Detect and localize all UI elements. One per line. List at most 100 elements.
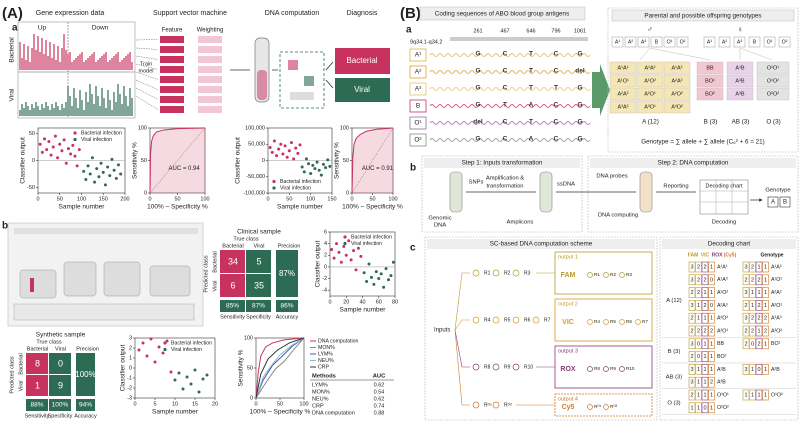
gate (472, 316, 480, 324)
code-digit: 1 (757, 392, 760, 398)
roc-curve (255, 337, 305, 399)
y-tick-label: 50 (343, 158, 349, 164)
gate (635, 319, 641, 325)
genotype-cell (609, 100, 637, 114)
matrix-column: Viral (254, 243, 265, 249)
data-point (103, 183, 107, 187)
data-point (38, 142, 42, 146)
legend-entry: Viral infection (351, 241, 382, 247)
arrow (230, 61, 334, 89)
code-digit: 0 (757, 367, 760, 373)
code-cell (695, 261, 702, 273)
matrix-row: Bacterial (212, 251, 218, 272)
matrix-cell (49, 375, 71, 396)
group-label: O (3) (667, 400, 680, 406)
gate-label: R4 (484, 317, 491, 323)
parent-allele-label: B (753, 39, 757, 45)
genotype: A²O¹ (644, 91, 656, 97)
code-cell (708, 312, 715, 324)
metric-value: 85% (226, 303, 239, 310)
base: G (475, 136, 480, 143)
legend-entry: Viral infection (171, 347, 202, 353)
data-point (45, 148, 49, 152)
x-tick-label: 60 (376, 299, 382, 305)
base: G (475, 68, 480, 75)
code-cell (695, 338, 702, 350)
code-digit: 1 (703, 290, 706, 296)
step-text: ssDNA (557, 182, 575, 188)
metric-cell (49, 399, 71, 411)
data-point (369, 275, 373, 279)
code-digit: 2 (757, 303, 760, 309)
group-label: AB (3) (732, 119, 750, 126)
sequence-strand (429, 70, 591, 74)
sequence-strand (429, 104, 591, 108)
data-point (294, 146, 298, 150)
data-point (300, 165, 304, 169)
table-cell: 0.74 (374, 403, 385, 409)
code-digit: 2 (757, 341, 760, 347)
x-tick-label: 10 (172, 401, 178, 407)
gate (492, 316, 500, 324)
code-cell (755, 274, 763, 286)
legend-entry: Viral infection (280, 185, 311, 191)
decoding-header: Genotype (760, 252, 783, 258)
data-point (292, 157, 296, 161)
genotype-cell (756, 61, 790, 75)
code-cell (708, 402, 715, 414)
decoded-genotype: O¹O² (771, 392, 783, 398)
data-point (272, 139, 276, 143)
metric-cell (220, 300, 245, 312)
data-point (315, 160, 319, 164)
data-point (49, 153, 53, 157)
data-point (75, 164, 79, 168)
code-cell (701, 300, 709, 311)
x-tick-label: 100 (388, 196, 397, 202)
group-label: O (3) (766, 119, 780, 126)
code-digit: 1 (751, 303, 754, 309)
data-point (116, 163, 120, 167)
code-cell (695, 312, 702, 324)
parent-allele (676, 36, 689, 48)
decoded-genotype: A¹A² (771, 264, 782, 270)
base: T (529, 119, 533, 126)
genotype-cell (756, 74, 790, 88)
auc-area (150, 128, 205, 193)
result-letter: B (783, 200, 787, 206)
step-text: Decoding (712, 220, 737, 226)
legend-entry: CRP (318, 364, 329, 370)
data-point (101, 170, 105, 174)
decoding-frame (659, 236, 799, 421)
data-point (379, 272, 383, 276)
allele-box (409, 133, 427, 147)
x-tick-label: 0 (148, 196, 151, 202)
base: C (503, 136, 508, 143)
feature-link (135, 71, 159, 80)
base: C (554, 51, 559, 58)
section-header: Support vector machine (153, 10, 227, 17)
sequence-strand (429, 138, 591, 142)
panel-sublabel: c (410, 243, 416, 254)
code-digit: 0 (710, 277, 713, 283)
x-tick-label: 50 (286, 196, 292, 202)
x-tick-label: 15 (192, 401, 198, 407)
feature-link (135, 95, 159, 110)
feature-box (160, 66, 184, 73)
genotype: A¹A³ (672, 65, 683, 71)
code-digit: 1 (757, 328, 760, 334)
header-box (419, 6, 586, 21)
tube (539, 171, 553, 213)
x-tick-label: 150 (99, 196, 108, 202)
gate-label: R3 (524, 270, 531, 276)
code-cell (701, 338, 709, 350)
table-cell: NEU% (312, 396, 329, 402)
genotype: A³A³ (618, 104, 629, 110)
x-tick-label: 20 (343, 299, 349, 305)
gate-label: R2 (610, 272, 616, 277)
allele-label: A¹ (415, 52, 422, 59)
channel-label: ROX (560, 366, 576, 373)
data-point (86, 164, 90, 168)
code-digit: 3 (744, 367, 747, 373)
formula: Genotype = ∑ allele + ∑ allele (C₆² + 6 … (641, 139, 765, 146)
